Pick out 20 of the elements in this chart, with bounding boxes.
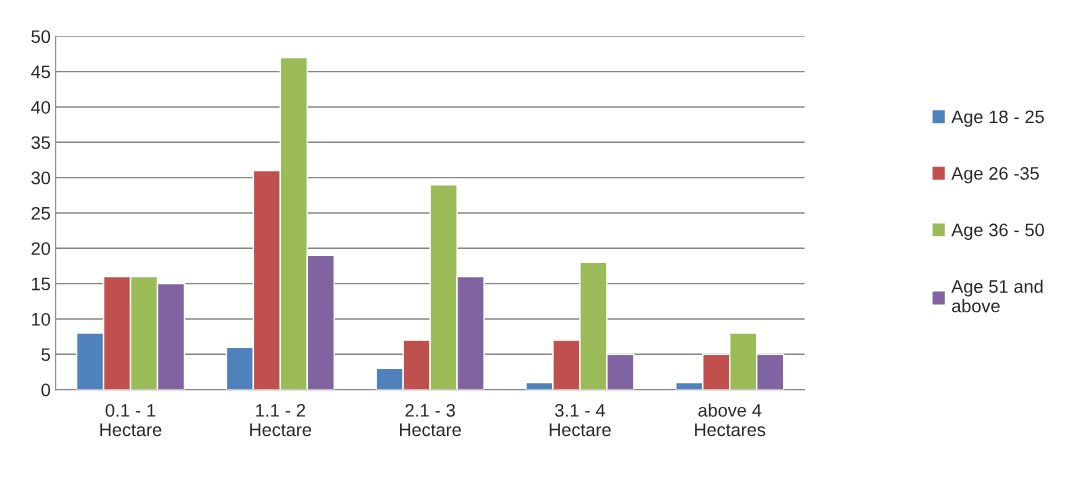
y-tick-label: 50 — [31, 30, 51, 44]
x-tick-label: 2.1 - 3 Hectare — [400, 403, 461, 437]
y-tick-label: 0 — [41, 383, 51, 397]
x-tick-label: 3.1 - 4 Hectare — [549, 403, 611, 437]
y-tick-label: 5 — [41, 348, 51, 362]
legend-label: Age 26 -35 — [951, 167, 1039, 184]
y-tick-label: 15 — [32, 277, 51, 291]
x-tick-label: 0.1 - 1 Hectare — [100, 403, 162, 437]
y-tick-label: 35 — [31, 136, 51, 150]
x-tick-label: above 4 Hectares — [695, 403, 766, 437]
y-tick-label: 25 — [31, 206, 51, 220]
y-tick-label: 30 — [31, 171, 51, 185]
y-tick-label: 20 — [31, 242, 51, 256]
legend-label: Age 51 and above — [951, 279, 1043, 313]
y-tick-label: 40 — [31, 100, 51, 114]
legend-label: Age 36 - 50 — [951, 223, 1044, 240]
y-tick-label: 45 — [31, 65, 51, 79]
legend-label: Age 18 - 25 — [951, 110, 1044, 127]
x-tick-label: 1.1 - 2 Hectare — [250, 403, 312, 437]
y-tick-label: 10 — [32, 312, 51, 326]
